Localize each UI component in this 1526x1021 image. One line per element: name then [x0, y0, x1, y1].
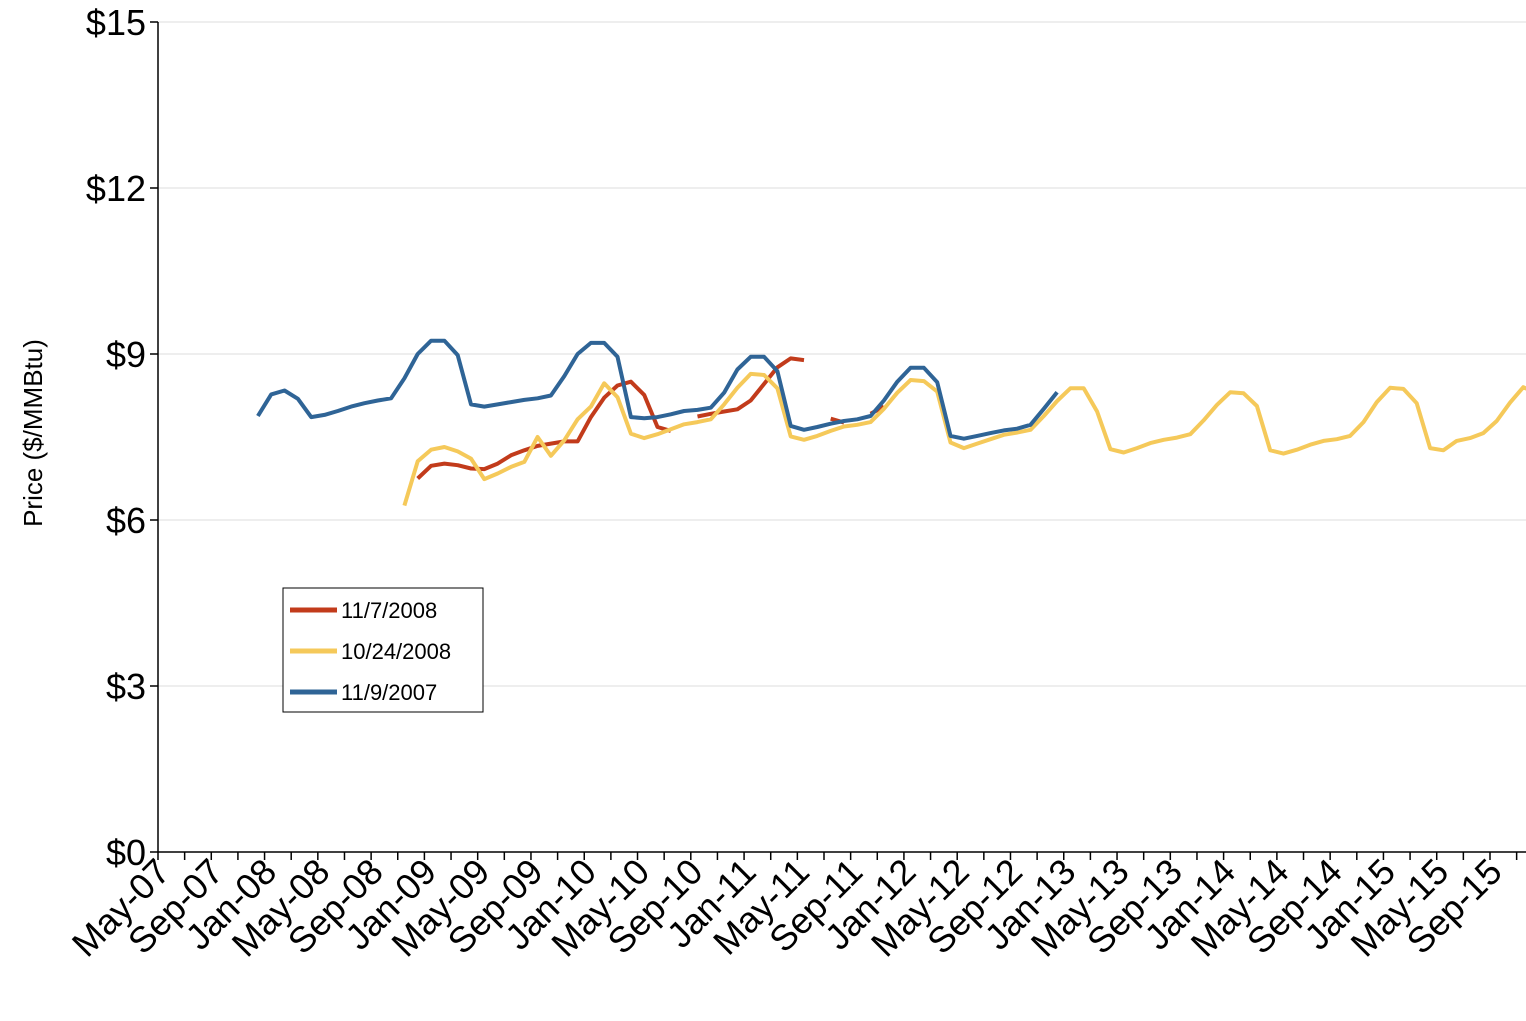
legend: 11/7/2008 10/24/2008 11/9/2007 [283, 588, 483, 712]
gridlines [158, 22, 1526, 686]
y-tick-label: $15 [86, 2, 146, 43]
y-tick-label: $12 [86, 168, 146, 209]
series-lines [258, 341, 1526, 506]
y-tick-label: $3 [106, 666, 146, 707]
y-axis-label: Price ($/MMBtu) [18, 339, 48, 527]
y-tick-labels: $0$3$6$9$12$15 [86, 2, 158, 873]
axes [158, 22, 1526, 852]
y-tick-label: $9 [106, 334, 146, 375]
legend-label-10-24-2008: 10/24/2008 [341, 639, 451, 664]
legend-label-11-7-2008: 11/7/2008 [341, 598, 437, 623]
y-tick-label: $6 [106, 500, 146, 541]
legend-label-11-9-2007: 11/9/2007 [341, 680, 437, 705]
x-tick-labels: May-07Sep-07Jan-08May-08Sep-08Jan-09May-… [64, 851, 1517, 965]
